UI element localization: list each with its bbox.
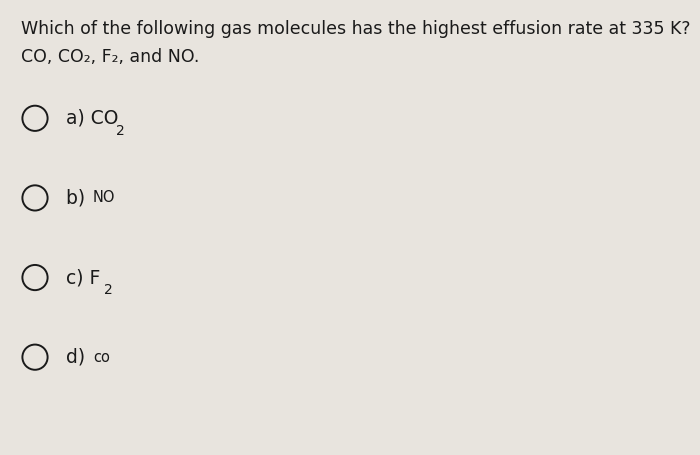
Text: b): b) bbox=[66, 188, 92, 207]
Text: c) F: c) F bbox=[66, 268, 101, 287]
Text: Which of the following gas molecules has the highest effusion rate at 335 K?: Which of the following gas molecules has… bbox=[21, 20, 690, 39]
Text: 2: 2 bbox=[116, 124, 125, 138]
Text: 2: 2 bbox=[104, 283, 112, 297]
Text: co: co bbox=[93, 350, 110, 364]
Text: d): d) bbox=[66, 348, 92, 367]
Text: CO, CO₂, F₂, and NO.: CO, CO₂, F₂, and NO. bbox=[21, 48, 200, 66]
Text: a) CO: a) CO bbox=[66, 109, 119, 128]
Text: NO: NO bbox=[93, 191, 116, 205]
